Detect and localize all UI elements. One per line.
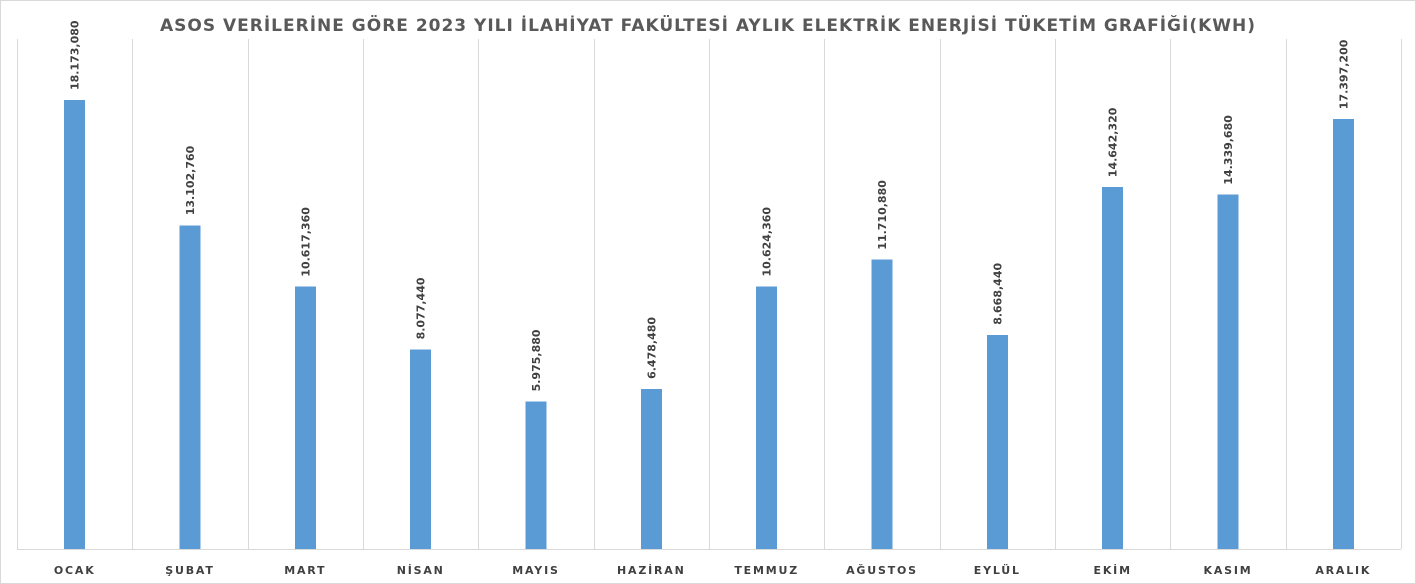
value-label: 18.173,080 [69, 20, 82, 90]
value-label: 5.975,880 [530, 329, 543, 391]
category-label: TEMMUZ [734, 564, 799, 577]
bar-3 [294, 286, 316, 549]
category-label: MAYIS [512, 564, 559, 577]
category-label: EKİM [1094, 563, 1132, 577]
category-label: OCAK [54, 564, 96, 577]
category-label: EYLÜL [974, 563, 1021, 577]
bar-5 [525, 401, 547, 549]
category-label: KASIM [1204, 564, 1253, 577]
value-label: 6.478,480 [645, 317, 658, 379]
bars [64, 100, 1354, 550]
bar-1 [64, 100, 86, 549]
bar-12 [1332, 119, 1354, 549]
category-label: HAZİRAN [617, 563, 686, 577]
category-label: AĞUSTOS [846, 564, 918, 577]
bar-7 [756, 286, 778, 549]
category-label: NİSAN [397, 563, 445, 577]
value-label: 17.397,200 [1337, 39, 1350, 109]
bar-4 [410, 349, 432, 549]
value-label: 10.617,360 [299, 207, 312, 277]
bar-6 [640, 388, 662, 549]
category-label: ARALIK [1315, 564, 1371, 577]
value-label: 8.077,440 [415, 277, 428, 339]
chart-title: ASOS VERİLERİNE GÖRE 2023 YILI İLAHİYAT … [160, 14, 1256, 36]
category-labels: OCAK ŞUBAT MART NİSAN MAYIS HAZİRAN TEMMUZ AĞUS… [54, 563, 1371, 577]
value-label: 13.102,760 [184, 145, 197, 215]
value-labels: 18.173,080 13.102,760 10.617,360 8.077,440 5… [69, 20, 1351, 391]
value-label: 14.642,320 [1107, 107, 1120, 177]
value-label: 14.339,680 [1222, 115, 1235, 185]
grid-lines [17, 39, 1402, 550]
bar-2 [179, 225, 201, 550]
bar-11 [1217, 194, 1239, 549]
category-label: ŞUBAT [165, 564, 214, 577]
value-label: 10.624,360 [761, 207, 774, 277]
value-label: 8.668,440 [991, 263, 1004, 325]
bar-10 [1102, 187, 1124, 549]
bar-8 [871, 259, 893, 549]
bar-9 [986, 334, 1008, 549]
category-label: MART [284, 564, 326, 577]
value-label: 11.710,880 [876, 180, 889, 250]
